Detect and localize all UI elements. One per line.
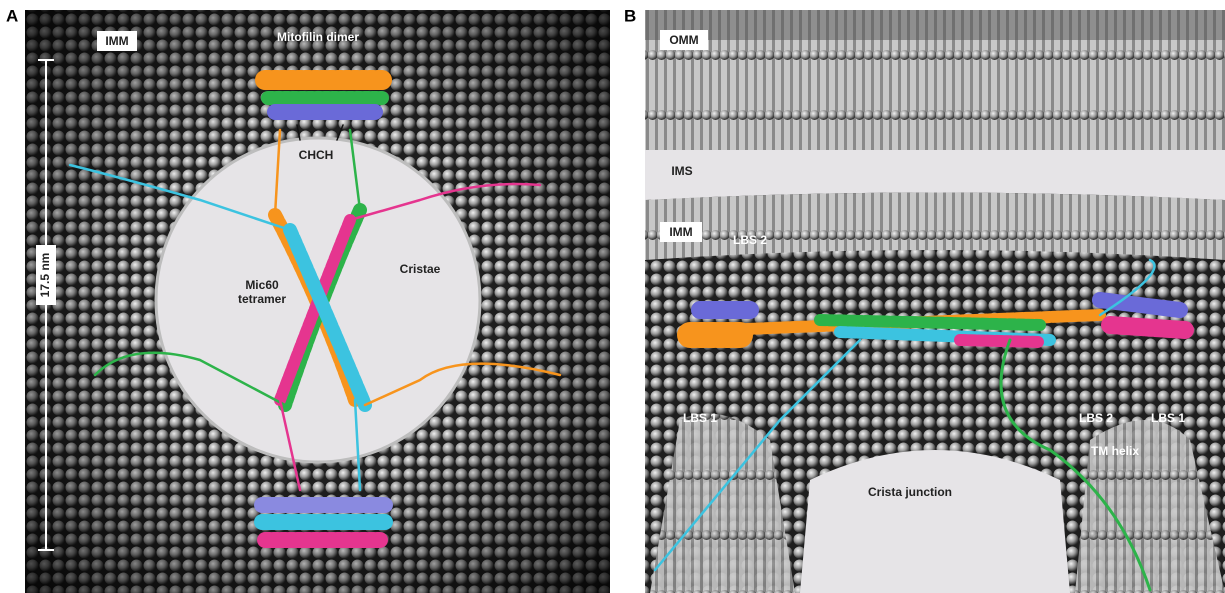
label: LBS 1	[1151, 411, 1185, 425]
scale-label: 17.5 nm	[38, 253, 52, 298]
panel-label: A	[6, 6, 18, 25]
panel-b	[645, 10, 1225, 593]
label: CHCH	[299, 148, 334, 162]
panel-a	[25, 10, 610, 593]
label: IMM	[669, 225, 692, 239]
label: LBS 2	[1079, 411, 1113, 425]
label: LBS 1	[683, 411, 717, 425]
panel-label: B	[624, 6, 636, 25]
label: Crista junction	[868, 485, 952, 499]
label: Mitofilin dimer	[277, 30, 359, 44]
label: Cristae	[400, 262, 441, 276]
label: IMM	[105, 34, 128, 48]
label: LBS 2	[733, 233, 767, 247]
label: OMM	[669, 33, 698, 47]
label: IMS	[671, 164, 692, 178]
label: TM helix	[1091, 444, 1139, 458]
figure: A IMM Mitofilin dimer CHCH 17.5 nm Mic60…	[0, 0, 1225, 593]
